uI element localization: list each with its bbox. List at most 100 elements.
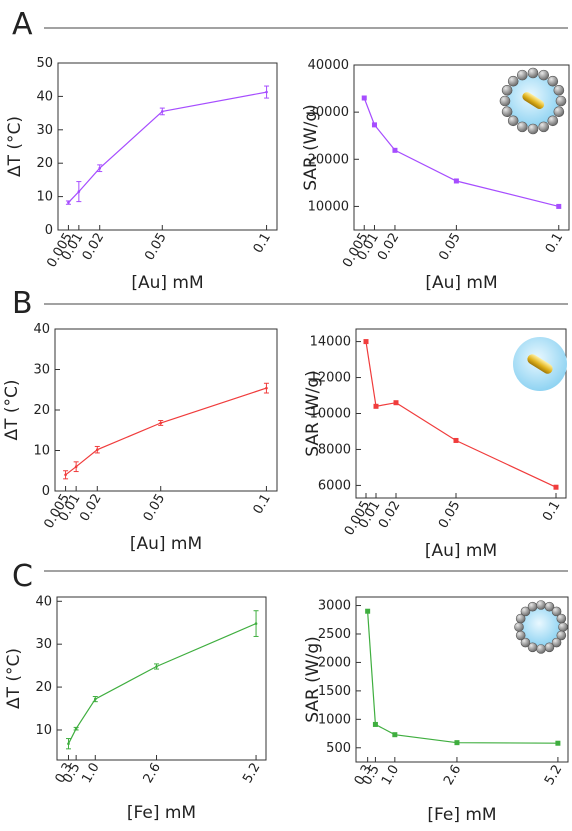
data-point: [74, 465, 78, 469]
y-axis-label: SAR (W/g): [301, 104, 321, 191]
x-tick-label: 0.1: [540, 499, 563, 524]
data-point: [392, 147, 398, 153]
data-point: [553, 484, 559, 490]
x-axis-label: [Au] mM: [131, 273, 203, 293]
y-tick-label: 12000: [310, 371, 351, 386]
data-point: [160, 110, 164, 113]
bead: [507, 75, 519, 87]
bead: [515, 630, 526, 641]
bead: [520, 637, 531, 648]
data-point: [453, 437, 459, 443]
panel-letter-b: B: [12, 286, 33, 321]
y-tick-label: 3000: [318, 599, 351, 614]
x-tick-label: 0.05: [141, 492, 168, 525]
panel-letter-a: A: [12, 7, 33, 42]
data-point: [265, 90, 268, 94]
bead: [547, 75, 559, 87]
bead: [536, 644, 546, 654]
data-point: [77, 190, 81, 193]
y-axis-label: ΔT (°C): [4, 648, 24, 709]
plot-frame: [353, 64, 570, 231]
y-tick-label: 0: [45, 223, 53, 238]
data-point: [265, 386, 268, 390]
data-point: [371, 122, 377, 128]
bead: [556, 630, 567, 641]
bead: [501, 84, 513, 96]
data-point: [95, 448, 99, 451]
gold-nanorod-icon: [513, 337, 567, 391]
x-tick-label: 5.2: [542, 763, 565, 788]
data-point: [363, 339, 369, 345]
x-axis-label: [Fe] mM: [427, 805, 496, 825]
bead: [520, 606, 531, 617]
nanoparticle-shell-icon: [499, 67, 567, 135]
y-tick-label: 40: [36, 89, 53, 104]
bead: [527, 642, 538, 653]
x-axis-label: [Au] mM: [425, 541, 497, 561]
bead: [516, 69, 528, 81]
data-point: [392, 732, 398, 738]
y-tick-label: 8000: [318, 442, 351, 457]
bead: [555, 95, 567, 107]
x-tick-label: 0.02: [375, 231, 402, 264]
x-tick-label: 0.05: [436, 499, 463, 532]
bead: [536, 600, 546, 610]
data-point: [93, 697, 97, 701]
y-tick-label: 1000: [318, 712, 351, 727]
y-tick-label: 1500: [318, 684, 351, 699]
data-point: [453, 178, 459, 184]
x-tick-label: 5.2: [240, 761, 263, 786]
y-tick-label: 30000: [308, 105, 349, 120]
x-tick-label: 0.1: [251, 231, 274, 256]
data-point: [98, 166, 102, 170]
bead: [544, 601, 555, 612]
bead: [553, 106, 565, 118]
x-tick-label: 0.02: [77, 492, 104, 525]
bead: [516, 121, 528, 133]
particle-ring-icon: [514, 600, 568, 654]
x-tick-label: 1.0: [79, 761, 102, 786]
x-axis-label: [Fe] mM: [127, 803, 196, 823]
y-tick-label: 500: [326, 741, 351, 756]
data-point: [67, 742, 70, 745]
data-point: [159, 421, 163, 425]
rod: [522, 92, 545, 110]
bead: [527, 601, 538, 612]
bead: [515, 613, 526, 624]
bead: [544, 642, 555, 653]
bead: [556, 613, 567, 624]
bead: [558, 622, 568, 632]
y-tick-label: 20: [36, 156, 53, 171]
bead: [551, 606, 562, 617]
bead: [507, 115, 519, 127]
y-tick-label: 20: [35, 680, 52, 695]
y-axis-label: SAR (W/g): [303, 636, 323, 723]
rod: [527, 354, 553, 374]
y-tick-label: 2000: [318, 655, 351, 670]
x-axis-label: [Au] mM: [130, 534, 202, 554]
data-point: [372, 721, 378, 727]
y-tick-label: 20000: [308, 152, 349, 167]
x-tick-label: 0.1: [543, 231, 566, 256]
y-tick-label: 10: [33, 444, 50, 459]
data-point: [67, 201, 70, 204]
y-tick-label: 40: [35, 594, 52, 609]
x-tick-label: 0.1: [251, 492, 274, 517]
plot-frame: [54, 328, 278, 492]
data-point: [254, 622, 258, 625]
y-tick-label: 2500: [318, 627, 351, 642]
x-tick-label: 1.0: [379, 763, 402, 788]
y-tick-label: 40000: [308, 58, 349, 73]
y-tick-label: 50: [36, 56, 53, 71]
bead: [514, 622, 524, 632]
bubble: [522, 608, 560, 646]
series-line: [67, 91, 267, 204]
data-point: [74, 727, 78, 730]
y-axis-label: ΔT (°C): [5, 116, 25, 177]
y-tick-label: 10: [35, 723, 52, 738]
y-tick-label: 6000: [318, 478, 351, 493]
